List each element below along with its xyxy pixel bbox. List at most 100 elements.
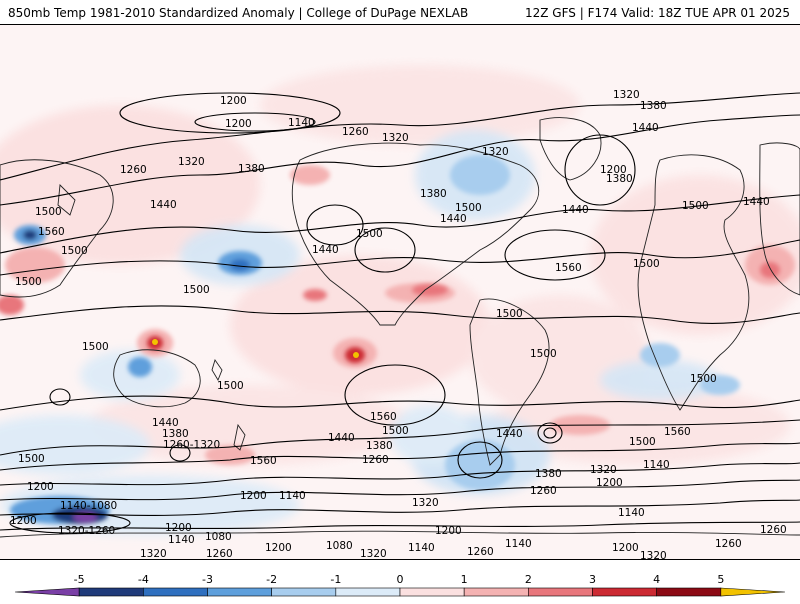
map-title: 850mb Temp 1981-2010 Standardized Anomal… (8, 6, 469, 20)
contour-label: 1320 (178, 156, 205, 168)
contour-label: 1560 (250, 455, 277, 467)
contour-label: 1260-1320 (163, 439, 220, 451)
contour-label: 1440 (152, 417, 179, 429)
contour-label: 1500 (18, 453, 45, 465)
contour-label: 1500 (183, 284, 210, 296)
contour-label: 1440 (496, 428, 523, 440)
contour-label: 1440 (312, 244, 339, 256)
colorbar-swatch (271, 587, 337, 597)
contour-label: 1440 (743, 196, 770, 208)
contour-label: 1560 (370, 411, 397, 423)
contour-label: 1260 (760, 524, 787, 536)
contour-label: 1320 (640, 550, 667, 559)
contour-label: 1440 (562, 204, 589, 216)
colorbar-swatch (528, 587, 593, 597)
contour-label: 1440 (150, 199, 177, 211)
colorbar-swatch (463, 587, 529, 597)
contour-label: 1500 (35, 206, 62, 218)
contour-label: 1200 (265, 542, 292, 554)
colorbar-swatch (335, 587, 401, 597)
coastlines (0, 117, 800, 538)
contour-label: 1380 (162, 428, 189, 440)
contour-label: 1500 (382, 425, 409, 437)
contour-label: 1200 (225, 118, 252, 130)
contour-label: 1200 (596, 477, 623, 489)
contour-label: 1380 (366, 440, 393, 452)
colorbar-swatch (143, 587, 208, 597)
contour-label: 1200 (220, 95, 247, 107)
contour-label: 1320 (360, 548, 387, 559)
colorbar-tick-label: 2 (525, 573, 532, 586)
contour-label: 1140 (279, 490, 306, 502)
contour-label: 1140 (505, 538, 532, 550)
contour-label: 1320 (482, 146, 509, 158)
contour-label: 1200 (600, 164, 627, 176)
contour-label: 1260 (467, 546, 494, 558)
contour-labels: 1200 1140 1260 1260 1320 1320 1320 1320 … (10, 89, 787, 559)
contour-label: 1260 (342, 126, 369, 138)
contour-label: 1320 (412, 497, 439, 509)
contour-label: 1200 (10, 515, 37, 527)
contour-label: 1140 (288, 117, 315, 129)
contour-label: 1200 (240, 490, 267, 502)
contour-label: 1500 (682, 200, 709, 212)
contour-label: 1260 (206, 548, 233, 559)
contour-label: 1500 (356, 228, 383, 240)
contour-label: 1320 (613, 89, 640, 101)
anomaly-shading (0, 25, 800, 559)
colorbar-tick-label: -5 (74, 573, 85, 586)
contour-label: 1260 (530, 485, 557, 497)
contour-label: 1560 (664, 426, 691, 438)
contour-label: 1140 (168, 534, 195, 546)
height-contours (0, 92, 800, 534)
colorbar-tick-label: -4 (138, 573, 149, 586)
contour-label: 1140-1080 (60, 500, 117, 512)
contour-label: 1320-1260 (58, 525, 115, 537)
contour-label: 1380 (640, 100, 667, 112)
anomaly-map: 1200 1140 1260 1260 1320 1320 1320 1320 … (0, 24, 800, 560)
contour-label: 1260 (120, 164, 147, 176)
contour-label: 1140 (408, 542, 435, 554)
contour-label: 1500 (633, 258, 660, 270)
contour-label: 1500 (217, 380, 244, 392)
contour-label: 1500 (530, 348, 557, 360)
contour-label: 1560 (555, 262, 582, 274)
contour-label: 1560 (38, 226, 65, 238)
colorbar-swatch (14, 587, 80, 597)
contour-label: 1380 (420, 188, 447, 200)
colorbar-tick-label: 4 (653, 573, 660, 586)
colorbar-legend: -5 -4 -3 -2 -1 0 1 2 3 4 5 (0, 562, 800, 600)
contour-label: 1500 (82, 341, 109, 353)
colorbar-swatch (656, 587, 722, 597)
contour-label: 1500 (690, 373, 717, 385)
contour-label: 1260 (715, 538, 742, 550)
colorbar-tick-label: -3 (202, 573, 213, 586)
contour-label: 1260 (362, 454, 389, 466)
colorbar-swatch (720, 587, 786, 597)
contour-label: 1380 (606, 173, 633, 185)
colorbar-tick-label: 3 (589, 573, 596, 586)
colorbar-tick-label: -1 (330, 573, 341, 586)
colorbar-tick-label: 0 (397, 573, 404, 586)
contour-label: 1500 (15, 276, 42, 288)
contour-label: 1200 (165, 522, 192, 534)
colorbar-tick-label: 5 (717, 573, 724, 586)
contour-label: 1380 (535, 468, 562, 480)
contour-label: 1440 (328, 432, 355, 444)
contour-label: 1500 (629, 436, 656, 448)
colorbar-swatch (592, 587, 657, 597)
contour-label: 1080 (205, 531, 232, 543)
contour-label: 1200 (612, 542, 639, 554)
colorbar-swatch (207, 587, 272, 597)
contour-label: 1140 (643, 459, 670, 471)
contour-label: 1320 (590, 464, 617, 476)
contour-label: 1320 (382, 132, 409, 144)
colorbar-tick-label: -2 (266, 573, 277, 586)
run-info: 12Z GFS | F174 Valid: 18Z TUE APR 01 202… (524, 6, 790, 20)
colorbar-swatch (399, 587, 465, 597)
contour-label: 1440 (440, 213, 467, 225)
contour-label: 1500 (496, 308, 523, 320)
colorbar-tick-label: 1 (461, 573, 468, 586)
colorbar-swatch (78, 587, 144, 597)
contour-label: 1440 (632, 122, 659, 134)
